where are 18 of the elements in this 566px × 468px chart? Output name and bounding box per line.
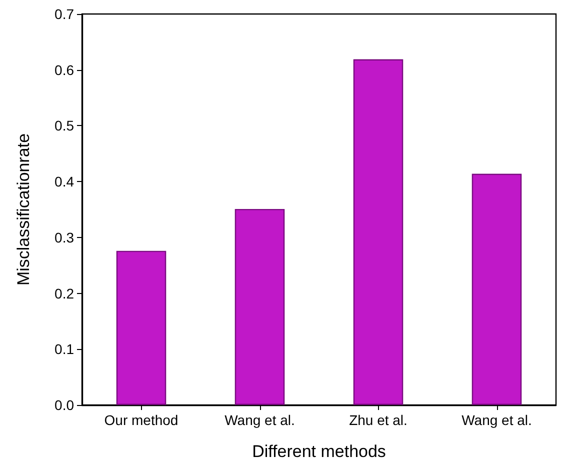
x-tick-label: Wang et al.	[462, 412, 532, 428]
y-tick-label: 0.6	[54, 62, 74, 78]
y-tick-label: 0.3	[54, 229, 74, 246]
y-tick-label: 0.5	[54, 118, 74, 134]
bar	[116, 250, 166, 405]
y-tick-label: 0.1	[54, 341, 74, 358]
bar	[234, 208, 285, 405]
y-axis-title: Misclassificationrate	[14, 133, 33, 286]
bar	[472, 174, 522, 405]
y-tick-label: 0.2	[54, 285, 74, 302]
x-tick-label: Wang et al.	[224, 412, 295, 428]
x-tick-label: Zhu et al.	[349, 412, 408, 428]
y-tick-label: 0.0	[54, 397, 74, 413]
x-tick-label: Our method	[104, 412, 178, 428]
y-tick-label: 0.4	[54, 174, 74, 190]
bar	[353, 59, 404, 405]
x-axis-title: Different methods	[252, 442, 386, 461]
y-tick-label: 0.7	[54, 6, 74, 22]
